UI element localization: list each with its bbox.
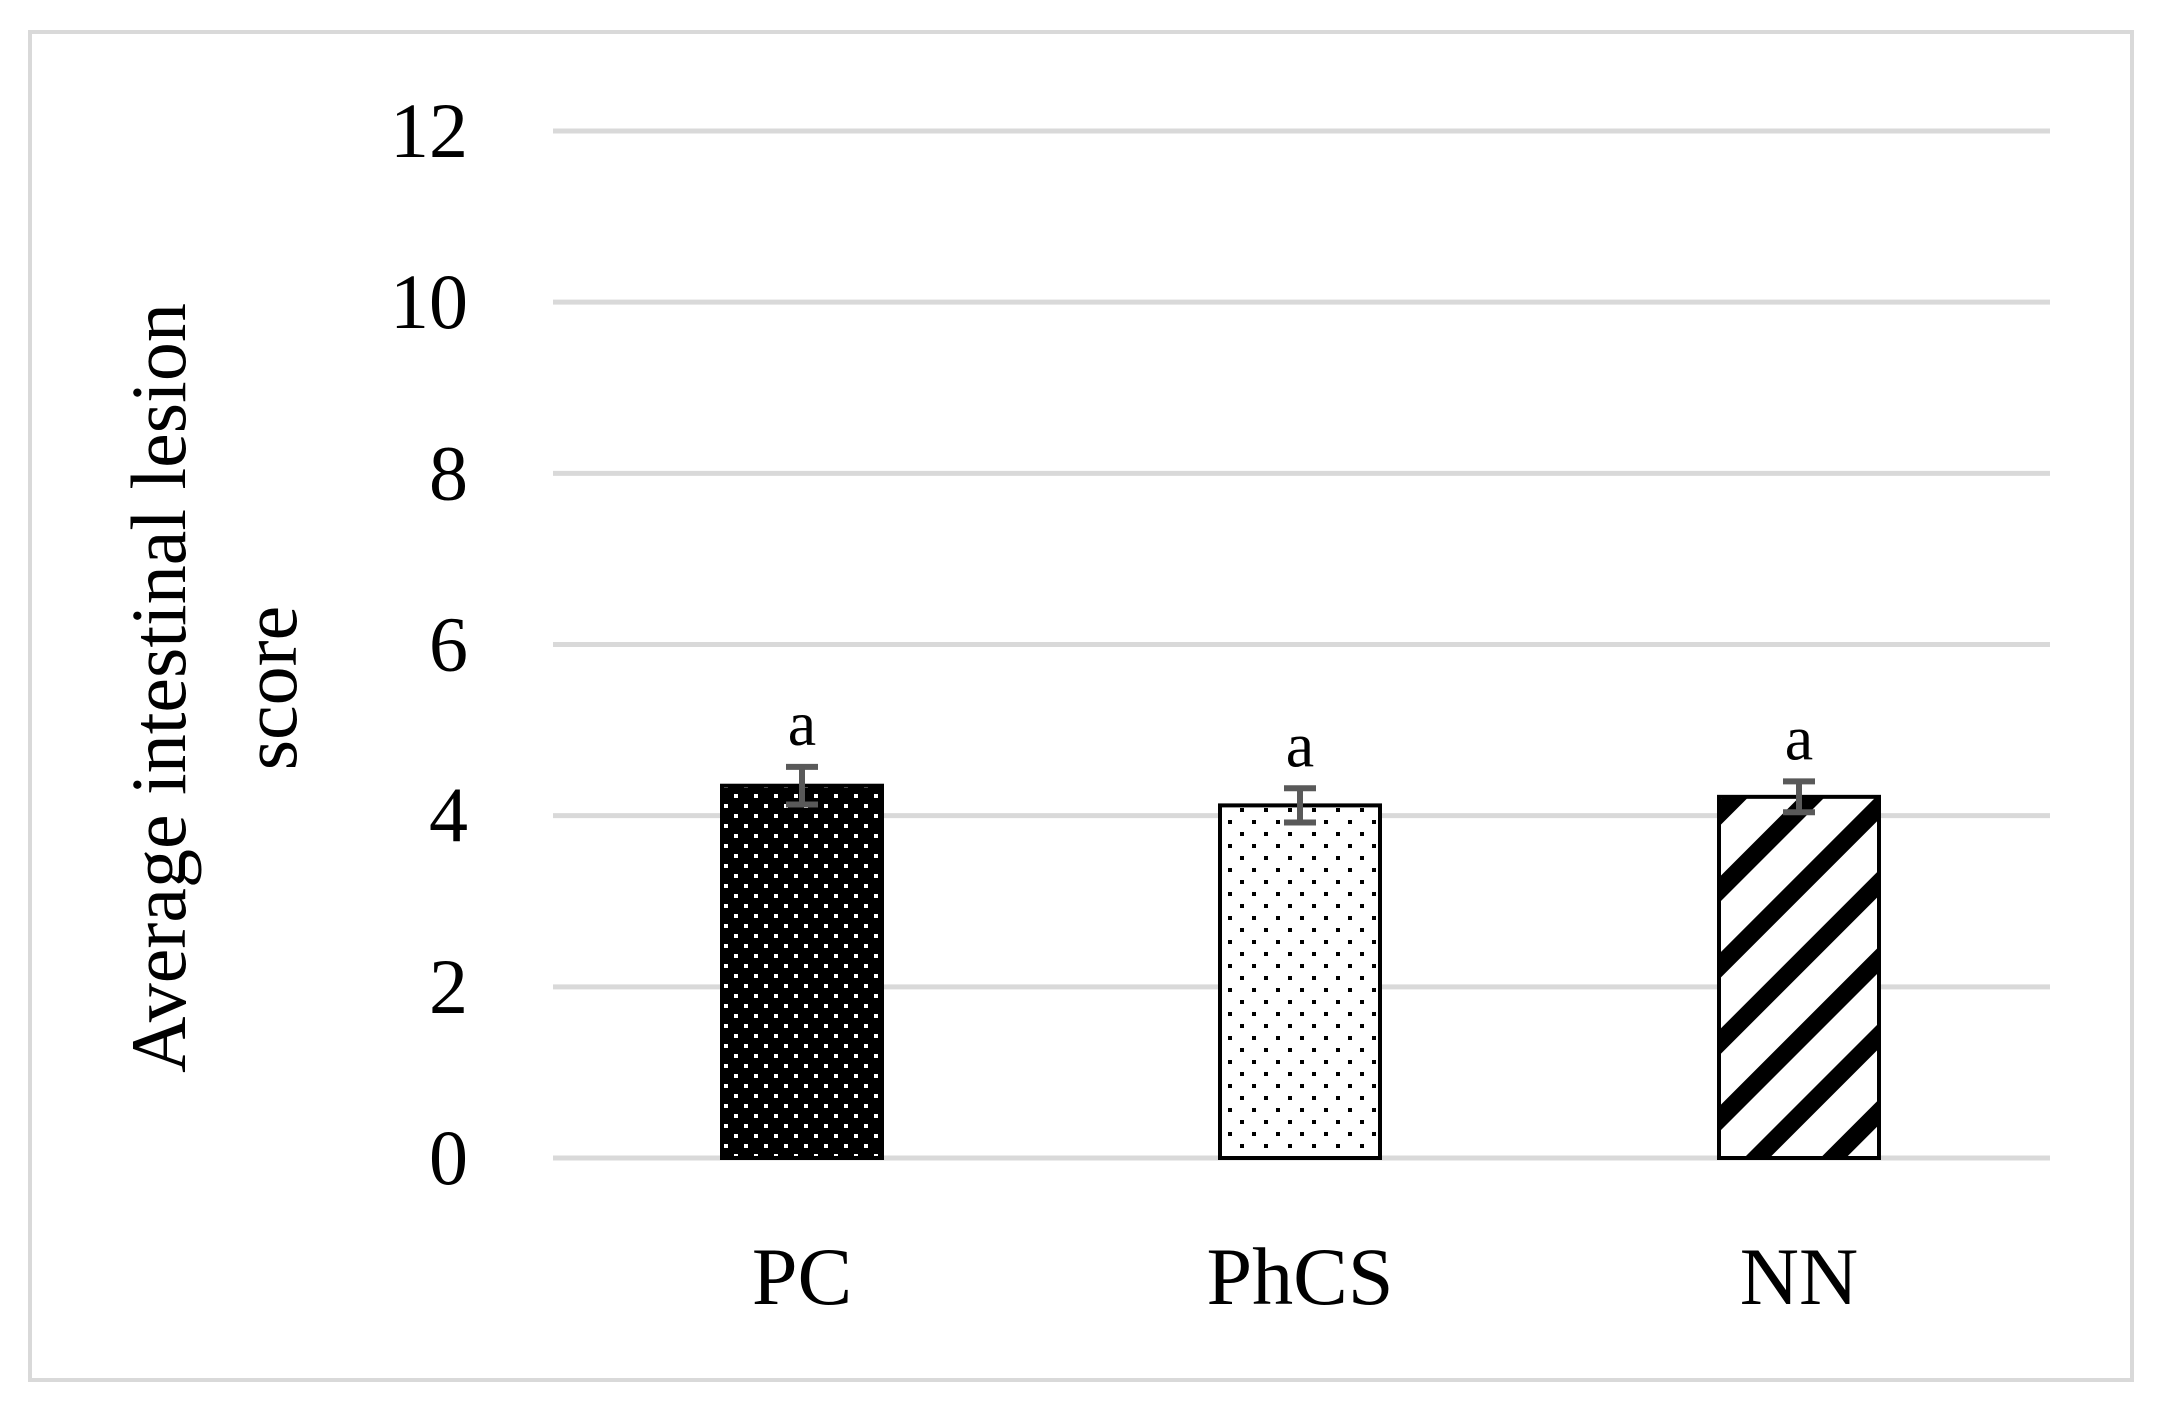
bar-phcs xyxy=(1218,803,1382,1160)
y-axis-title-line-2: score xyxy=(226,606,313,771)
y-axis-title: Average intestinal lesion score xyxy=(115,303,313,1073)
y-tick-label-10: 10 xyxy=(390,258,468,345)
y-axis-title-line-1: Average intestinal lesion xyxy=(115,303,202,1073)
y-axis-ticks: 0 2 4 6 8 10 12 xyxy=(390,87,468,1201)
y-tick-label-0: 0 xyxy=(429,1114,468,1201)
significance-label-pc: a xyxy=(788,688,816,759)
x-axis-categories: PC PhCS NN xyxy=(752,1231,1858,1322)
y-tick-label-2: 2 xyxy=(429,943,468,1030)
error-bar-nn xyxy=(1783,778,1815,816)
bar-nn xyxy=(1717,794,1881,1160)
error-bar-pc xyxy=(786,763,818,808)
y-tick-label-8: 8 xyxy=(429,429,468,516)
x-category-label-nn: NN xyxy=(1740,1231,1858,1322)
error-bar-phcs xyxy=(1284,785,1316,826)
error-bars xyxy=(786,763,1815,826)
significance-label-nn: a xyxy=(1785,702,1813,773)
bars xyxy=(720,783,1881,1161)
y-tick-label-4: 4 xyxy=(429,772,468,859)
bar-pc xyxy=(720,783,884,1161)
y-tick-label-6: 6 xyxy=(429,601,468,688)
significance-label-phcs: a xyxy=(1286,709,1314,780)
x-category-label-phcs: PhCS xyxy=(1207,1231,1394,1322)
y-axis-title: Average intestinal lesion score xyxy=(115,303,313,1073)
y-tick-label-12: 12 xyxy=(390,87,468,174)
x-category-label-pc: PC xyxy=(752,1231,852,1322)
